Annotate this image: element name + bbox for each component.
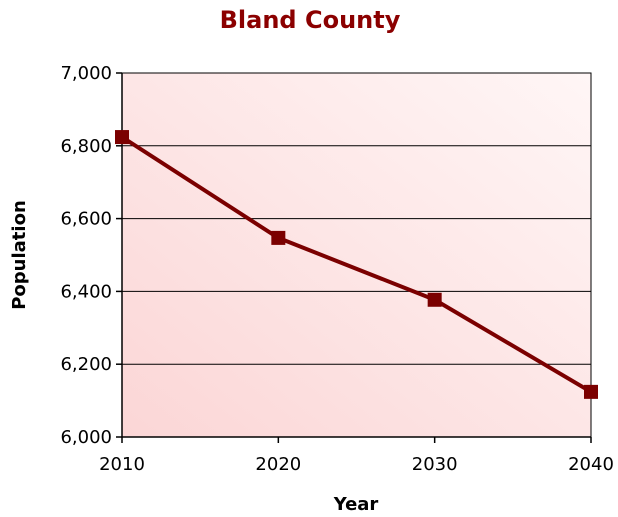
x-tick-label: 2020 — [255, 454, 301, 475]
data-point-marker — [427, 292, 442, 307]
x-tick-label: 2010 — [99, 454, 145, 475]
series-line — [120, 135, 593, 394]
y-tick-label: 6,600 — [60, 209, 112, 230]
chart-title: Bland County — [220, 6, 401, 34]
y-tick-label: 6,800 — [60, 136, 112, 157]
data-point-marker — [115, 130, 129, 145]
y-tick-label: 7,000 — [60, 63, 112, 84]
x-tick-label: 2040 — [568, 454, 614, 475]
y-tick-label: 6,200 — [60, 354, 112, 375]
x-axis-ticks: 2010 2020 2030 2040 — [99, 437, 614, 475]
y-tick-label: 6,400 — [60, 281, 112, 302]
x-axis-title: Year — [333, 494, 379, 515]
data-point-marker — [271, 230, 286, 245]
plot-area — [121, 72, 592, 438]
y-tick-label: 6,000 — [60, 427, 112, 448]
y-axis-title: Population — [9, 200, 30, 310]
series-population — [115, 130, 598, 399]
data-point-marker — [584, 384, 598, 399]
gridlines — [122, 145, 591, 365]
x-tick-label: 2030 — [412, 454, 458, 475]
y-axis-ticks: 6,000 6,200 6,400 6,600 6,800 7,000 — [60, 63, 122, 448]
